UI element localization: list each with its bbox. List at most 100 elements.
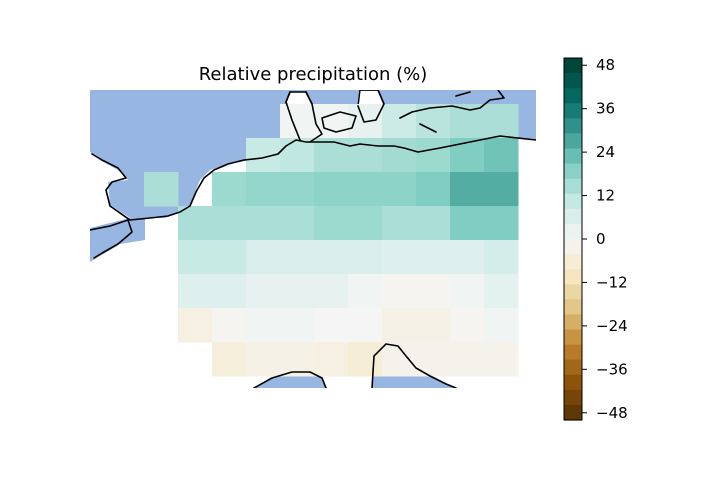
grid-cell bbox=[314, 206, 349, 241]
grid-cell bbox=[178, 308, 213, 343]
grid-cell bbox=[450, 274, 485, 309]
colorbar-segment bbox=[564, 284, 582, 300]
colorbar-segment bbox=[564, 118, 582, 135]
grid-cell bbox=[484, 342, 519, 377]
grid-cell bbox=[450, 138, 485, 173]
grid-cell bbox=[416, 240, 451, 275]
colorbar-segment bbox=[564, 148, 582, 165]
grid-cell bbox=[484, 206, 519, 241]
grid-cell bbox=[382, 206, 417, 241]
grid-cell bbox=[212, 342, 247, 377]
grid-cell bbox=[314, 308, 349, 343]
grid-cell bbox=[178, 274, 213, 309]
grid-cell bbox=[382, 172, 417, 207]
colorbar-tick-label: 48 bbox=[596, 56, 615, 74]
grid-cell bbox=[416, 274, 451, 309]
colorbar-segment bbox=[564, 269, 582, 285]
grid-cell bbox=[484, 274, 519, 309]
grid-cell bbox=[314, 104, 349, 139]
coastline-uk bbox=[90, 219, 133, 259]
grid-cell bbox=[246, 274, 281, 309]
colorbar-segment bbox=[564, 133, 582, 150]
grid-cell bbox=[450, 342, 485, 377]
coastline-north bbox=[91, 135, 536, 221]
grid-cell bbox=[280, 172, 315, 207]
colorbar-tick-label: −12 bbox=[596, 273, 628, 291]
grid-cell bbox=[450, 172, 485, 207]
grid-cell bbox=[280, 138, 315, 173]
colorbar-segment bbox=[564, 314, 582, 331]
grid-cell bbox=[212, 240, 247, 275]
grid-cell bbox=[416, 308, 451, 343]
grid-cell bbox=[348, 206, 383, 241]
grid-cell bbox=[280, 308, 315, 343]
grid-cell bbox=[450, 240, 485, 275]
colorbar-segment bbox=[564, 223, 582, 240]
grid-cell bbox=[416, 172, 451, 207]
grid-cell bbox=[212, 172, 247, 207]
colorbar-segment bbox=[564, 359, 582, 376]
colorbar-tick-label: 12 bbox=[596, 187, 615, 205]
grid-cell bbox=[348, 138, 383, 173]
coastline-denmark bbox=[285, 90, 385, 143]
map-panel bbox=[90, 90, 536, 388]
colorbar-segment bbox=[564, 178, 582, 195]
grid-cell bbox=[484, 308, 519, 343]
grid-cell bbox=[246, 308, 281, 343]
grid-cell bbox=[280, 240, 315, 275]
colorbar-segment bbox=[564, 329, 582, 346]
colorbar-tick-label: −24 bbox=[596, 317, 628, 335]
colorbar: 48 36 24 12 0 −12 −24 −36 −48 bbox=[563, 56, 628, 422]
colorbar-segment bbox=[564, 404, 582, 421]
grid-cell bbox=[382, 104, 417, 139]
grid-cell bbox=[314, 240, 349, 275]
grid-cell bbox=[280, 342, 315, 377]
grid-cell bbox=[416, 138, 451, 173]
colorbar-segment bbox=[564, 73, 582, 89]
grid-cell bbox=[246, 342, 281, 377]
grid-cell bbox=[382, 274, 417, 309]
grid-cell bbox=[178, 206, 213, 241]
colorbar-segment bbox=[564, 374, 582, 391]
grid-cell bbox=[314, 138, 349, 173]
grid-cell bbox=[348, 342, 383, 377]
grid-cell bbox=[144, 172, 179, 207]
grid-cell bbox=[484, 240, 519, 275]
grid-cell bbox=[484, 104, 519, 139]
grid-cell bbox=[314, 342, 349, 377]
grid-cell bbox=[348, 274, 383, 309]
grid-cell bbox=[348, 240, 383, 275]
grid-cell bbox=[178, 240, 213, 275]
precipitation-grid bbox=[144, 104, 519, 377]
grid-cell bbox=[382, 308, 417, 343]
grid-cell bbox=[246, 240, 281, 275]
colorbar-tick-label: −48 bbox=[596, 404, 628, 422]
grid-cell bbox=[212, 206, 247, 241]
grid-cell bbox=[314, 172, 349, 207]
grid-cell bbox=[280, 274, 315, 309]
coastline-adriatic bbox=[371, 343, 457, 388]
grid-cell bbox=[348, 308, 383, 343]
colorbar-tick-label: 36 bbox=[596, 100, 615, 118]
colorbar-tick-label: 0 bbox=[596, 230, 606, 248]
grid-cell bbox=[280, 206, 315, 241]
colorbar-segment bbox=[564, 344, 582, 361]
grid-cell bbox=[382, 240, 417, 275]
colorbar-segment bbox=[564, 88, 582, 104]
grid-cell bbox=[450, 308, 485, 343]
grid-cell bbox=[416, 206, 451, 241]
colorbar-tick-label: −36 bbox=[596, 360, 628, 378]
grid-cell bbox=[484, 138, 519, 173]
grid-cell bbox=[246, 172, 281, 207]
colorbar-segment bbox=[564, 239, 582, 255]
grid-cell bbox=[212, 308, 247, 343]
map-title: Relative precipitation (%) bbox=[199, 64, 428, 85]
colorbar-segment bbox=[564, 208, 582, 225]
coastline-ligurian bbox=[253, 371, 327, 388]
coastline-baltic bbox=[399, 90, 505, 133]
colorbar-segment bbox=[564, 163, 582, 180]
grid-cell bbox=[484, 172, 519, 207]
colorbar-segment bbox=[564, 389, 582, 406]
colorbar-tick-label: 24 bbox=[596, 143, 615, 161]
